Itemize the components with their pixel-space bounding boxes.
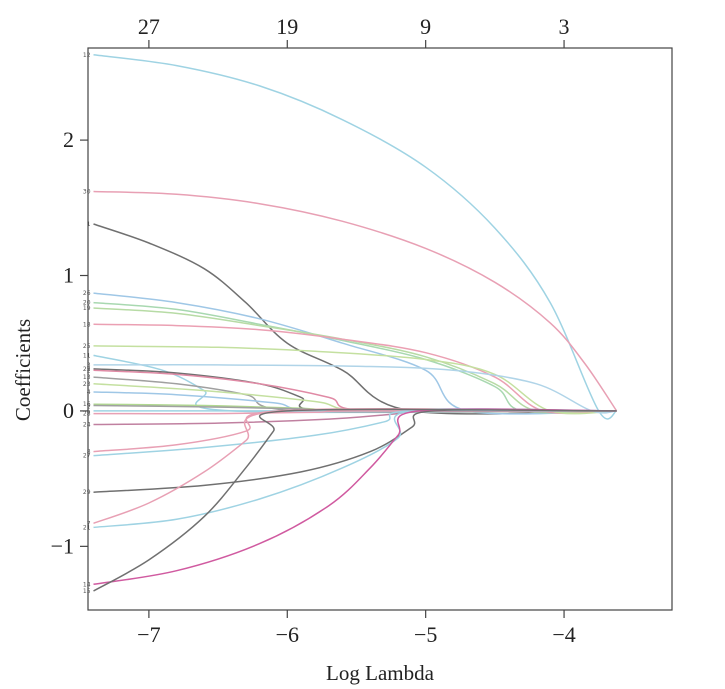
series-line-15 (93, 408, 617, 592)
series-label-7: 7 (87, 520, 91, 527)
series-line-26 (93, 292, 617, 415)
series-label-4: 4 (87, 389, 91, 396)
y-tick-label: 2 (63, 127, 74, 152)
series-label-2: 2 (87, 367, 91, 374)
y-axis-title: Coefficients (11, 319, 35, 421)
y-tick-label: −1 (51, 533, 74, 558)
series-label-9: 9 (87, 403, 91, 410)
series-label-11: 11 (83, 352, 91, 359)
series-label-21: 21 (83, 524, 91, 531)
top-tick-label: 19 (276, 14, 298, 39)
series-label-15: 15 (83, 588, 91, 595)
series-label-14: 14 (83, 581, 91, 588)
series-label-22: 22 (83, 366, 91, 373)
series-line-21 (93, 408, 617, 529)
series-label-25: 25 (83, 343, 91, 350)
top-tick-label: 9 (420, 14, 431, 39)
series-label-24: 24 (83, 421, 91, 428)
series-label-26: 26 (83, 290, 91, 297)
series-label-30: 30 (83, 189, 91, 196)
x-tick-label: −6 (276, 622, 299, 647)
series-label-20: 20 (83, 300, 91, 307)
series-label-5: 5 (87, 408, 91, 415)
x-axis-title: Log Lambda (326, 661, 435, 685)
series-line-3 (93, 364, 617, 414)
series-line-23 (93, 383, 617, 413)
x-tick-label: −5 (414, 622, 437, 647)
series-label-8: 8 (87, 449, 91, 456)
series-line-20 (93, 301, 617, 414)
series-label-23: 23 (83, 381, 91, 388)
x-tick-label: −4 (552, 622, 575, 647)
x-tick-label: −7 (137, 622, 160, 647)
y-tick-label: 0 (63, 398, 74, 423)
series-line-1 (93, 223, 617, 415)
series-line-19 (93, 307, 617, 414)
series-label-12: 12 (83, 52, 91, 59)
series-line-18 (93, 323, 617, 415)
series-label-29: 29 (83, 489, 91, 496)
series-label-1: 1 (87, 221, 91, 228)
series-label-3: 3 (87, 362, 91, 369)
series-label-28: 28 (83, 411, 91, 418)
series-line-29 (93, 408, 617, 493)
series-line-7 (93, 407, 617, 525)
series-label-19: 19 (83, 305, 91, 312)
series-line-30 (93, 190, 618, 412)
series-line-8 (93, 408, 617, 453)
plot-frame (87, 47, 673, 611)
series-label-27: 27 (83, 453, 91, 460)
y-tick-label: 1 (63, 263, 74, 288)
series-line-14 (93, 408, 617, 586)
series-label-13: 13 (83, 374, 91, 381)
series-label-18: 18 (83, 321, 91, 328)
series-line-12 (93, 54, 617, 420)
series-lines (93, 54, 618, 592)
series-label-16: 16 (83, 401, 91, 408)
top-tick-label: 3 (559, 14, 570, 39)
top-tick-label: 27 (138, 14, 160, 39)
